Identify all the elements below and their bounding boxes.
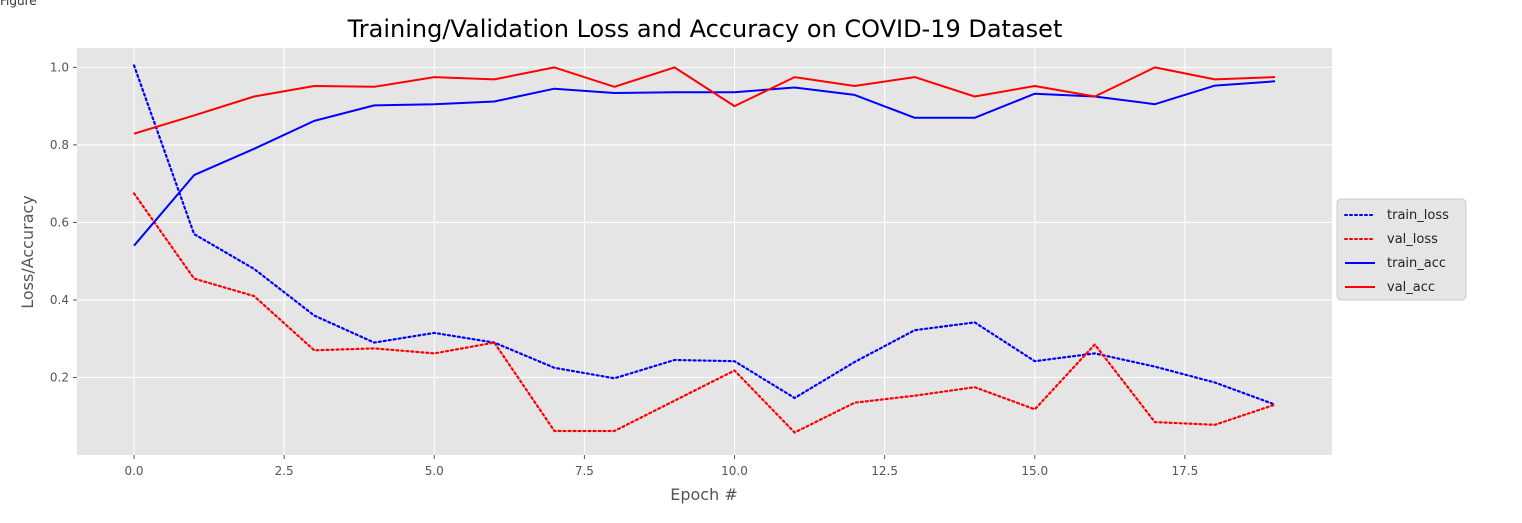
series-line-train-acc [133, 80, 1276, 247]
series-line-val-acc [133, 66, 1276, 135]
x-tick-label: 2.5 [275, 464, 294, 478]
chart-title: Training/Validation Loss and Accuracy on… [347, 15, 1063, 43]
legend-label-train-acc: train_acc [1387, 256, 1446, 271]
y-tick-label: 0.6 [50, 215, 69, 229]
y-tick-label: 0.2 [50, 370, 69, 384]
x-tick-label: 7.5 [575, 464, 594, 478]
series-lines [132, 64, 1277, 434]
legend-label-val-loss: val_loss [1387, 232, 1438, 247]
legend-label-val-acc: val_acc [1387, 280, 1435, 295]
x-axis-label: Epoch # [670, 485, 737, 504]
y-axis-label: Loss/Accuracy [18, 195, 37, 309]
x-tick-label: 17.5 [1172, 464, 1199, 478]
figure-label: Figure [0, 0, 37, 8]
x-tick-label: 15.0 [1021, 464, 1048, 478]
series-line-val-loss [132, 192, 1277, 434]
grid [77, 48, 1332, 455]
x-tick-label: 10.0 [721, 464, 748, 478]
x-tick-label: 5.0 [425, 464, 444, 478]
x-axis-ticks: 0.0 2.5 5.0 7.5 10.0 12.5 15.0 17.5 [124, 455, 1198, 478]
legend-label-train-loss: train_loss [1387, 208, 1449, 223]
x-tick-label: 0.0 [124, 464, 143, 478]
y-tick-label: 0.4 [50, 293, 69, 307]
y-tick-label: 0.8 [50, 138, 69, 152]
y-tick-label: 1.0 [50, 60, 69, 74]
legend-box [1336, 198, 1467, 301]
x-tick-label: 12.5 [871, 464, 898, 478]
legend: train_loss val_loss train_acc val_acc [1336, 198, 1467, 301]
y-axis-ticks: 0.2 0.4 0.6 0.8 1.0 [50, 60, 77, 384]
plot-background [77, 48, 1332, 455]
